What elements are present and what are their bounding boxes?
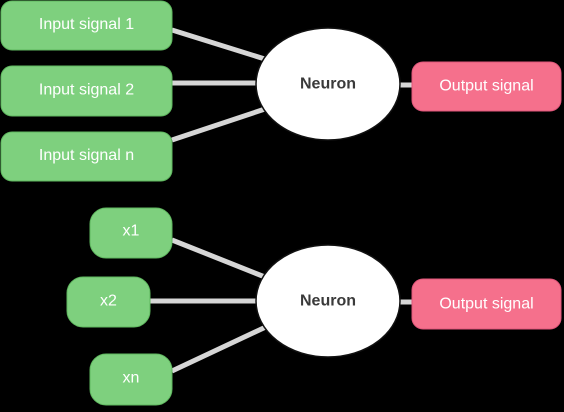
connector-input-1-to-neuron <box>171 27 269 63</box>
connector-x1-to-neuron <box>171 237 271 282</box>
output-node: Output signal <box>411 278 562 330</box>
input-node-n: Input signal n <box>0 131 173 182</box>
input-node-label: Input signal 2 <box>39 82 134 99</box>
input-node-label: x2 <box>100 293 117 310</box>
neuron-label: Neuron <box>300 293 356 310</box>
output-node-label: Output signal <box>439 78 533 95</box>
input-node-x1: x1 <box>89 207 173 259</box>
top-neuron-diagram: Input signal 1 Input signal 2 Input sign… <box>0 0 562 182</box>
connector-input-n-to-neuron <box>171 105 269 143</box>
input-node-label: Input signal 1 <box>39 16 134 33</box>
output-node: Output signal <box>411 61 562 112</box>
neuron-node: Neuron <box>255 27 401 141</box>
neuron-node: Neuron <box>255 244 401 358</box>
bottom-neuron-diagram: x1 x2 xn Neuron Output signal <box>66 207 562 406</box>
input-node-label: x1 <box>123 223 140 240</box>
output-node-label: Output signal <box>439 296 533 313</box>
input-node-label: xn <box>123 370 140 387</box>
connector-xn-to-neuron <box>170 322 272 374</box>
input-node-2: Input signal 2 <box>0 65 173 117</box>
input-node-xn: xn <box>89 353 173 406</box>
input-node-label: Input signal n <box>39 147 134 164</box>
neuron-label: Neuron <box>300 76 356 93</box>
input-node-1: Input signal 1 <box>0 0 173 51</box>
input-node-x2: x2 <box>66 276 151 328</box>
